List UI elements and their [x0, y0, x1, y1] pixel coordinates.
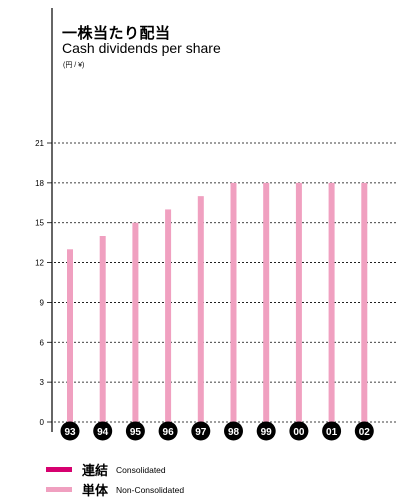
legend-label-jp: 連結: [82, 464, 109, 479]
x-tick-label: 02: [359, 427, 371, 438]
y-tick-label: 18: [35, 179, 44, 188]
y-tick-label: 12: [35, 259, 44, 268]
y-tick-labels: 0 3 6 9 12 15 18 21: [35, 139, 44, 427]
chart-title-jp: 一株当たり配当: [62, 24, 171, 42]
x-tick-labels: 93 94 95 96 97 98 99 00 01 02: [60, 421, 374, 441]
x-tick-label: 95: [130, 427, 142, 438]
bar-00: [295, 182, 302, 422]
legend-consolidated: 連結 Consolidated: [46, 460, 166, 479]
x-tick-label: 99: [261, 427, 273, 438]
legend-swatch-consolidated: [46, 467, 72, 472]
x-tick-label: 93: [64, 427, 76, 438]
x-label-badge: [93, 421, 113, 441]
x-tick-label: 00: [293, 427, 305, 438]
x-label-badge: [322, 421, 342, 441]
x-label-badge: [289, 421, 309, 441]
y-tick-label: 15: [35, 219, 44, 228]
bar-97: [197, 196, 204, 422]
bars: [67, 182, 368, 422]
chart-title-en: Cash dividends per share: [62, 40, 221, 56]
x-label-badge: [125, 421, 145, 441]
legend-label-en: Non-Consolidated: [116, 484, 185, 495]
bar-95: [132, 222, 139, 422]
legend-swatch-non-consolidated: [46, 487, 72, 492]
bar-01: [328, 182, 335, 422]
y-tick-label: 0: [40, 418, 45, 427]
x-label-badge: [158, 421, 178, 441]
legend-label-jp: 単体: [82, 484, 109, 499]
y-tick-label: 9: [40, 298, 45, 307]
x-tick-label: 96: [163, 427, 175, 438]
x-label-badge: [224, 421, 243, 441]
x-label-badge: [60, 421, 80, 441]
bar-02: [361, 182, 368, 422]
chart-unit: (円 / ¥): [63, 62, 85, 69]
x-label-badge: [354, 421, 374, 441]
grid-lines: [47, 142, 398, 423]
x-label-badge: [256, 421, 276, 441]
x-tick-label: 94: [97, 427, 109, 438]
legend-label-en: Consolidated: [116, 464, 166, 475]
bar-94: [99, 236, 106, 422]
x-label-badge: [191, 421, 211, 441]
x-tick-label: 97: [195, 427, 207, 438]
bar-93: [67, 249, 73, 422]
y-tick-label: 6: [40, 338, 45, 347]
legend-non-consolidated: 単体 Non-Consolidated: [46, 480, 184, 499]
x-tick-label: 98: [228, 427, 240, 438]
y-tick-label: 3: [40, 378, 45, 387]
y-tick-label: 21: [35, 139, 44, 148]
bar-96: [165, 209, 172, 422]
bar-99: [263, 182, 270, 422]
x-tick-label: 01: [326, 427, 338, 438]
bar-98: [230, 182, 237, 422]
